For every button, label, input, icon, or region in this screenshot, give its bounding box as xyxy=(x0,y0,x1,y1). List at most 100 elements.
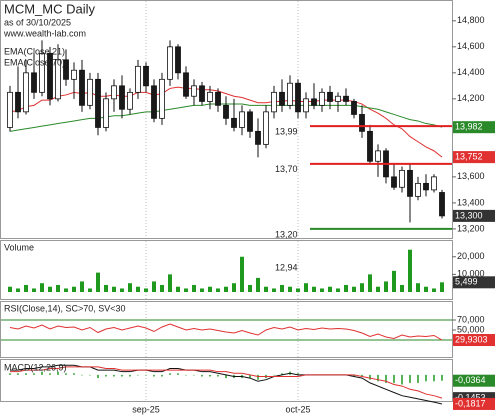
volume-bar xyxy=(120,288,124,292)
value-marker-label: 13,982 xyxy=(455,122,483,132)
histogram-bar xyxy=(185,374,187,376)
volume-bar xyxy=(40,283,44,292)
value-marker-label: -0,0364 xyxy=(455,375,486,385)
candle-body xyxy=(319,91,325,106)
volume-bar xyxy=(280,284,284,292)
candle-body xyxy=(191,85,197,97)
candle-body xyxy=(119,85,125,110)
candle-body xyxy=(407,169,413,197)
histogram-bar xyxy=(361,374,363,377)
y-tick-label: 13,600 xyxy=(457,171,485,181)
candle-body xyxy=(63,59,69,80)
candle-body xyxy=(239,111,245,128)
volume-bar xyxy=(320,288,324,292)
histogram-bar xyxy=(209,374,211,377)
histogram-bar xyxy=(17,373,19,375)
volume-bar xyxy=(392,270,396,292)
candle-body xyxy=(391,176,397,188)
histogram-bar xyxy=(105,374,107,377)
candle-body xyxy=(55,59,61,100)
volume-bar xyxy=(240,256,244,292)
volume-bar xyxy=(64,288,68,292)
panel-title: Volume xyxy=(4,242,34,252)
histogram-bar xyxy=(425,374,427,382)
volume-bar xyxy=(400,284,404,292)
histogram-bar xyxy=(297,373,299,375)
x-tick-label: sep-25 xyxy=(132,404,160,414)
y-tick-label: 14,400 xyxy=(457,67,485,77)
volume-panel xyxy=(0,240,453,300)
volume-bar xyxy=(376,286,380,292)
candle-body xyxy=(127,91,133,110)
volume-bar xyxy=(144,288,148,292)
volume-bar xyxy=(304,283,308,292)
histogram-bar xyxy=(441,374,443,381)
y-tick-label: 14,600 xyxy=(457,41,485,51)
y-tick-label: 50,000 xyxy=(457,324,485,334)
volume-bar xyxy=(416,283,420,292)
x-tick-label: oct-25 xyxy=(285,404,310,414)
volume-bar xyxy=(208,286,212,292)
candle-body xyxy=(343,95,349,102)
histogram-bar xyxy=(257,374,259,380)
candle-body xyxy=(375,150,381,162)
volume-bar xyxy=(176,286,180,292)
volume-bar xyxy=(200,288,204,292)
value-marker xyxy=(453,209,495,222)
y-tick-label: 13,400 xyxy=(457,197,485,207)
candle-body xyxy=(207,91,213,102)
histogram-bar xyxy=(169,373,171,375)
candle-body xyxy=(87,78,93,106)
volume-bar xyxy=(344,284,348,292)
candle-body xyxy=(231,117,237,128)
volume-bar xyxy=(248,284,252,292)
volume-bar xyxy=(192,284,196,292)
volume-bar xyxy=(128,283,132,292)
panel-title: MACD(12,26,9) xyxy=(4,362,67,372)
value-marker-label: 13,752 xyxy=(455,151,483,161)
histogram-bar xyxy=(25,373,27,375)
volume-bar xyxy=(440,282,444,292)
histogram-bar xyxy=(401,374,403,385)
histogram-bar xyxy=(129,374,131,377)
volume-bar xyxy=(72,286,76,292)
price-panel xyxy=(0,0,453,239)
histogram-bar xyxy=(393,374,395,383)
panel-title: RSI(Close,14), SC>70, SV<30 xyxy=(4,303,126,313)
histogram-bar xyxy=(353,374,355,377)
candle-body xyxy=(159,78,165,119)
histogram-bar xyxy=(137,374,139,376)
histogram-bar xyxy=(153,374,155,377)
plot: sep-25 oct-25 14,800 14,600 14,400 14,200 13,6… xyxy=(1,1,495,414)
indicator-line xyxy=(10,364,443,405)
volume-bar xyxy=(296,288,300,292)
source: www.wealth-lab.com xyxy=(3,28,86,38)
candle-body xyxy=(47,52,53,100)
candle-body xyxy=(359,114,365,132)
volume-bar xyxy=(48,286,52,292)
histogram-bar xyxy=(89,374,91,376)
candle-body xyxy=(415,182,421,197)
value-marker-label: 5,499 xyxy=(455,277,478,287)
candle-body xyxy=(23,72,29,113)
candle-body xyxy=(167,46,173,80)
level-label: 13,70 xyxy=(275,164,298,174)
histogram-bar xyxy=(33,373,35,375)
histogram-bar xyxy=(281,373,283,375)
y-tick-label: 20,000 xyxy=(457,251,485,261)
volume-bar xyxy=(328,286,332,292)
candle-body xyxy=(327,91,333,102)
volume-bar xyxy=(368,274,372,292)
candle-body xyxy=(175,46,181,74)
candle-body xyxy=(95,78,101,128)
histogram-bar xyxy=(9,373,11,375)
candle-body xyxy=(303,98,309,113)
y-tick-label: 13,200 xyxy=(457,223,485,233)
candle-body xyxy=(247,111,253,132)
candle-body xyxy=(143,65,149,87)
volume-bar xyxy=(80,281,84,292)
candle-body xyxy=(431,176,437,191)
histogram-bar xyxy=(369,374,371,380)
volume-bar xyxy=(256,277,260,292)
